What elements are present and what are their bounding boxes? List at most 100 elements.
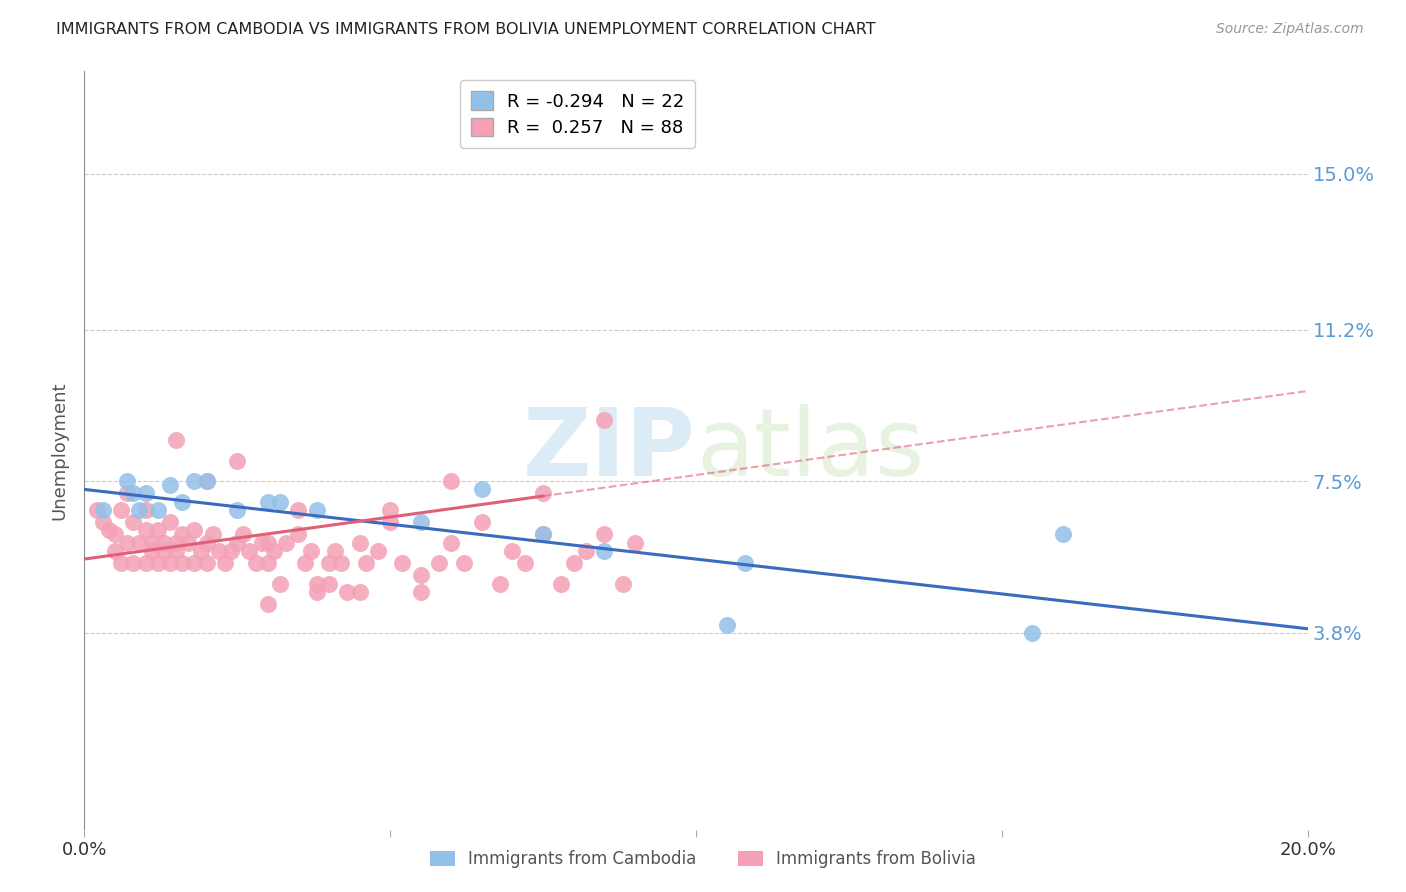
Point <box>104 527 127 541</box>
Point <box>91 515 114 529</box>
Point <box>427 556 450 570</box>
Point <box>135 486 157 500</box>
Point <box>226 453 249 467</box>
Point <box>195 535 218 549</box>
Point <box>330 556 353 570</box>
Point <box>153 544 176 558</box>
Point <box>380 515 402 529</box>
Point <box>232 527 254 541</box>
Point <box>115 535 138 549</box>
Point <box>110 503 132 517</box>
Point <box>201 527 224 541</box>
Point <box>146 524 169 538</box>
Point <box>257 535 280 549</box>
Point <box>141 535 163 549</box>
Point <box>287 503 309 517</box>
Point <box>562 556 585 570</box>
Point <box>305 503 328 517</box>
Point <box>128 535 150 549</box>
Point <box>612 576 634 591</box>
Point <box>336 585 359 599</box>
Point <box>593 413 616 427</box>
Point <box>531 527 554 541</box>
Point <box>575 544 598 558</box>
Point <box>128 503 150 517</box>
Point <box>531 527 554 541</box>
Point <box>318 576 340 591</box>
Point <box>269 494 291 508</box>
Point <box>104 544 127 558</box>
Text: atlas: atlas <box>696 404 924 497</box>
Point <box>226 503 249 517</box>
Point <box>502 544 524 558</box>
Point <box>716 617 738 632</box>
Point <box>190 544 212 558</box>
Point <box>380 503 402 517</box>
Point <box>115 486 138 500</box>
Point <box>165 544 187 558</box>
Point <box>593 544 616 558</box>
Point <box>195 556 218 570</box>
Point <box>153 535 176 549</box>
Point <box>250 535 273 549</box>
Point <box>263 544 285 558</box>
Point <box>135 503 157 517</box>
Point <box>471 483 494 497</box>
Point <box>409 515 432 529</box>
Point <box>208 544 231 558</box>
Point <box>349 585 371 599</box>
Point <box>122 486 145 500</box>
Point <box>159 556 181 570</box>
Point <box>226 535 249 549</box>
Legend: Immigrants from Cambodia, Immigrants from Bolivia: Immigrants from Cambodia, Immigrants fro… <box>423 844 983 875</box>
Point <box>489 576 512 591</box>
Point <box>305 585 328 599</box>
Point <box>593 527 616 541</box>
Text: ZIP: ZIP <box>523 404 696 497</box>
Point <box>1052 527 1074 541</box>
Point <box>135 524 157 538</box>
Point <box>440 474 463 488</box>
Point <box>159 478 181 492</box>
Point <box>172 556 194 570</box>
Legend: R = -0.294   N = 22, R =  0.257   N = 88: R = -0.294 N = 22, R = 0.257 N = 88 <box>460 80 696 148</box>
Point <box>354 556 377 570</box>
Text: Source: ZipAtlas.com: Source: ZipAtlas.com <box>1216 22 1364 37</box>
Point <box>440 535 463 549</box>
Point <box>409 585 432 599</box>
Point <box>122 515 145 529</box>
Point <box>219 544 242 558</box>
Point <box>159 515 181 529</box>
Point <box>1021 625 1043 640</box>
Point <box>305 576 328 591</box>
Point <box>238 544 260 558</box>
Point <box>86 503 108 517</box>
Point <box>146 556 169 570</box>
Point <box>734 556 756 570</box>
Point <box>409 568 432 582</box>
Point <box>531 486 554 500</box>
Point <box>471 515 494 529</box>
Point <box>177 535 200 549</box>
Point <box>269 576 291 591</box>
Point <box>122 556 145 570</box>
Point <box>513 556 536 570</box>
Point <box>183 524 205 538</box>
Point <box>135 556 157 570</box>
Point <box>183 474 205 488</box>
Point <box>195 474 218 488</box>
Point <box>257 597 280 611</box>
Point <box>115 474 138 488</box>
Point <box>195 474 218 488</box>
Point <box>299 544 322 558</box>
Point <box>110 556 132 570</box>
Point <box>245 556 267 570</box>
Point <box>91 503 114 517</box>
Point <box>367 544 389 558</box>
Point <box>550 576 572 591</box>
Text: IMMIGRANTS FROM CAMBODIA VS IMMIGRANTS FROM BOLIVIA UNEMPLOYMENT CORRELATION CHA: IMMIGRANTS FROM CAMBODIA VS IMMIGRANTS F… <box>56 22 876 37</box>
Point <box>323 544 346 558</box>
Point <box>165 434 187 448</box>
Point <box>453 556 475 570</box>
Point <box>349 535 371 549</box>
